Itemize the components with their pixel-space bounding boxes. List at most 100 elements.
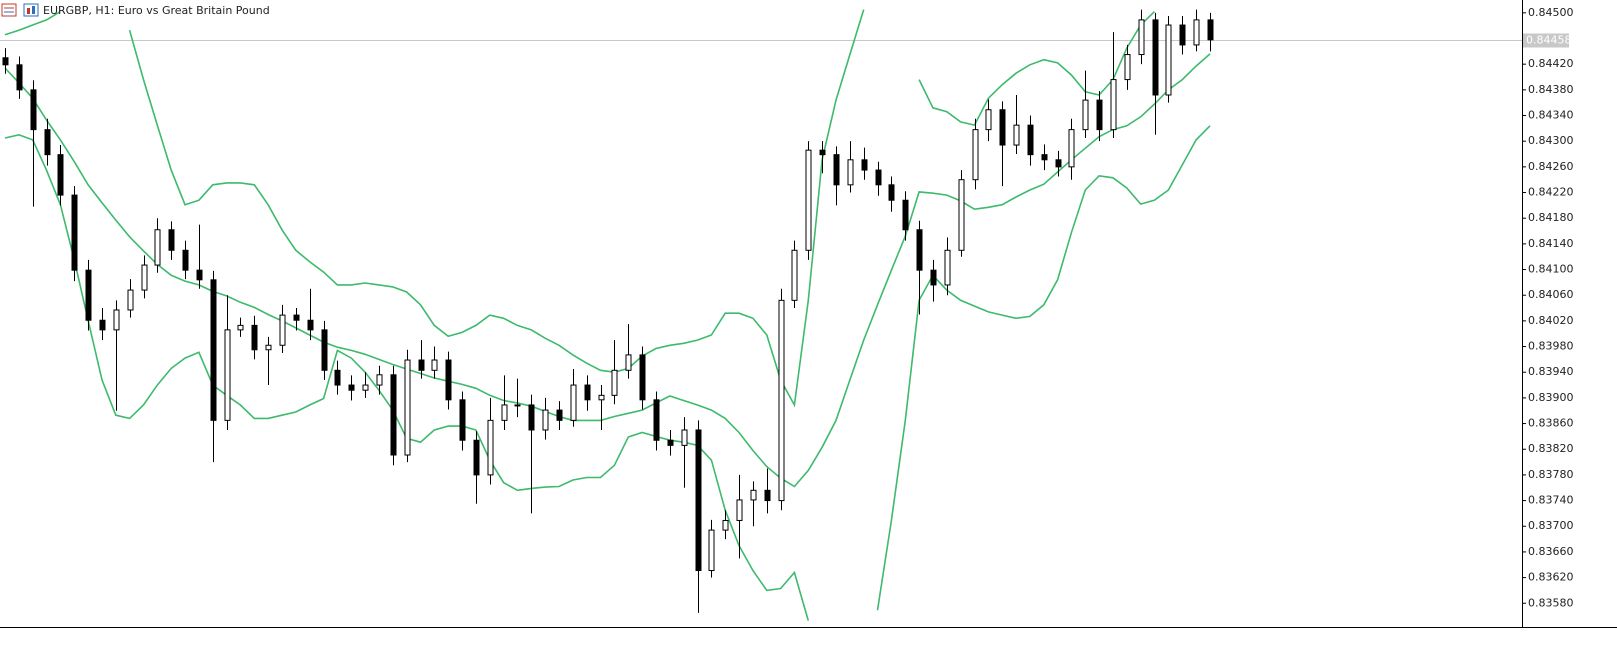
candle-body — [85, 269, 92, 321]
y-tick-label: 0.83820 — [1528, 442, 1574, 455]
candle-body — [805, 149, 812, 251]
candle-body — [667, 439, 674, 446]
candle-body — [958, 179, 965, 251]
candle-body — [2, 57, 9, 66]
candle-body — [681, 429, 688, 446]
candle-body — [265, 344, 272, 351]
candle-body — [985, 109, 992, 131]
candle-body — [1096, 99, 1103, 131]
candle-body — [833, 154, 840, 186]
candle-body — [916, 229, 923, 271]
candle-body — [542, 409, 549, 431]
candle-body — [861, 159, 868, 171]
candle-body — [57, 154, 64, 196]
candle-body — [1138, 19, 1145, 56]
candle-body — [334, 369, 341, 386]
candle-body — [639, 354, 646, 401]
candle-body — [99, 319, 106, 331]
candle-body — [611, 369, 618, 396]
candle-body — [113, 309, 120, 331]
candle-body — [459, 399, 466, 441]
candle-body — [819, 149, 826, 156]
candle-body — [1193, 19, 1200, 46]
candle-body — [431, 359, 438, 371]
y-tick-label: 0.83620 — [1528, 571, 1574, 584]
y-tick-label: 0.83700 — [1528, 519, 1574, 532]
candle-body — [875, 169, 882, 186]
y-tick-label: 0.83940 — [1528, 365, 1574, 378]
candle-body — [528, 404, 535, 431]
candle-body — [293, 314, 300, 321]
y-tick-label: 0.84140 — [1528, 237, 1574, 250]
y-tick-label: 0.83740 — [1528, 494, 1574, 507]
y-tick-label: 0.84100 — [1528, 263, 1574, 276]
band-line — [4, 53, 1211, 488]
candle-body — [71, 194, 78, 271]
current-price-box — [1523, 33, 1569, 48]
candle-body — [902, 199, 909, 231]
candle-body — [930, 269, 937, 286]
candle-body — [348, 384, 355, 391]
candle-body — [307, 319, 314, 331]
candle-body — [778, 299, 785, 502]
candle-body — [653, 399, 660, 441]
candle-body — [598, 394, 605, 401]
candle-body — [376, 374, 383, 386]
y-tick-label: 0.83900 — [1528, 391, 1574, 404]
candle-body — [1207, 19, 1214, 41]
candle-body — [127, 289, 134, 311]
candle-body — [445, 359, 452, 401]
candle-body — [944, 249, 951, 286]
candle-body — [750, 489, 757, 501]
candle-body — [722, 519, 729, 531]
candle-body — [1055, 159, 1062, 168]
candle-body — [16, 64, 23, 91]
candle-body — [764, 489, 771, 502]
candle-body — [1124, 54, 1131, 81]
candle-body — [30, 89, 37, 131]
current-price-label: 0.84458 — [1526, 34, 1572, 47]
candle-body — [154, 229, 161, 266]
candle-body — [972, 129, 979, 181]
candle-body — [404, 359, 411, 456]
candle-body — [1027, 124, 1034, 156]
candle-body — [1110, 79, 1117, 131]
candle-body — [736, 499, 743, 521]
y-tick-label: 0.83860 — [1528, 417, 1574, 430]
candle-body — [514, 404, 521, 407]
chart-title: EURGBP, H1: Euro vs Great Britain Pound — [43, 4, 270, 17]
candle-body — [196, 269, 203, 281]
candle-body — [888, 184, 895, 201]
candle-body — [390, 374, 397, 456]
icon-bar — [32, 6, 35, 14]
candle-body — [224, 329, 231, 421]
y-tick-label: 0.84300 — [1528, 134, 1574, 147]
candle-body — [1152, 19, 1159, 96]
candle-body — [708, 529, 715, 572]
candle-body — [570, 384, 577, 421]
y-tick-label: 0.83660 — [1528, 545, 1574, 558]
candle-body — [168, 229, 175, 251]
candle-body — [182, 249, 189, 271]
y-tick-label: 0.84060 — [1528, 288, 1574, 301]
y-tick-label: 0.84020 — [1528, 314, 1574, 327]
candle-body — [1179, 24, 1186, 46]
candle-body — [473, 439, 480, 476]
candle-body — [141, 264, 148, 291]
y-tick-label: 0.83580 — [1528, 596, 1574, 609]
y-tick-label: 0.84340 — [1528, 109, 1574, 122]
candle-body — [1068, 129, 1075, 168]
candle-body — [847, 159, 854, 186]
candle-body — [1082, 99, 1089, 131]
candle-body — [487, 419, 494, 476]
candle-body — [362, 384, 369, 391]
candle-body — [1013, 124, 1020, 146]
candle-body — [1165, 24, 1172, 96]
y-tick-label: 0.84420 — [1528, 57, 1574, 70]
plot-area — [0, 9, 1522, 621]
candle-body — [999, 109, 1006, 146]
y-tick-label: 0.83980 — [1528, 340, 1574, 353]
y-tick-label: 0.84380 — [1528, 83, 1574, 96]
candle-body — [279, 314, 286, 346]
